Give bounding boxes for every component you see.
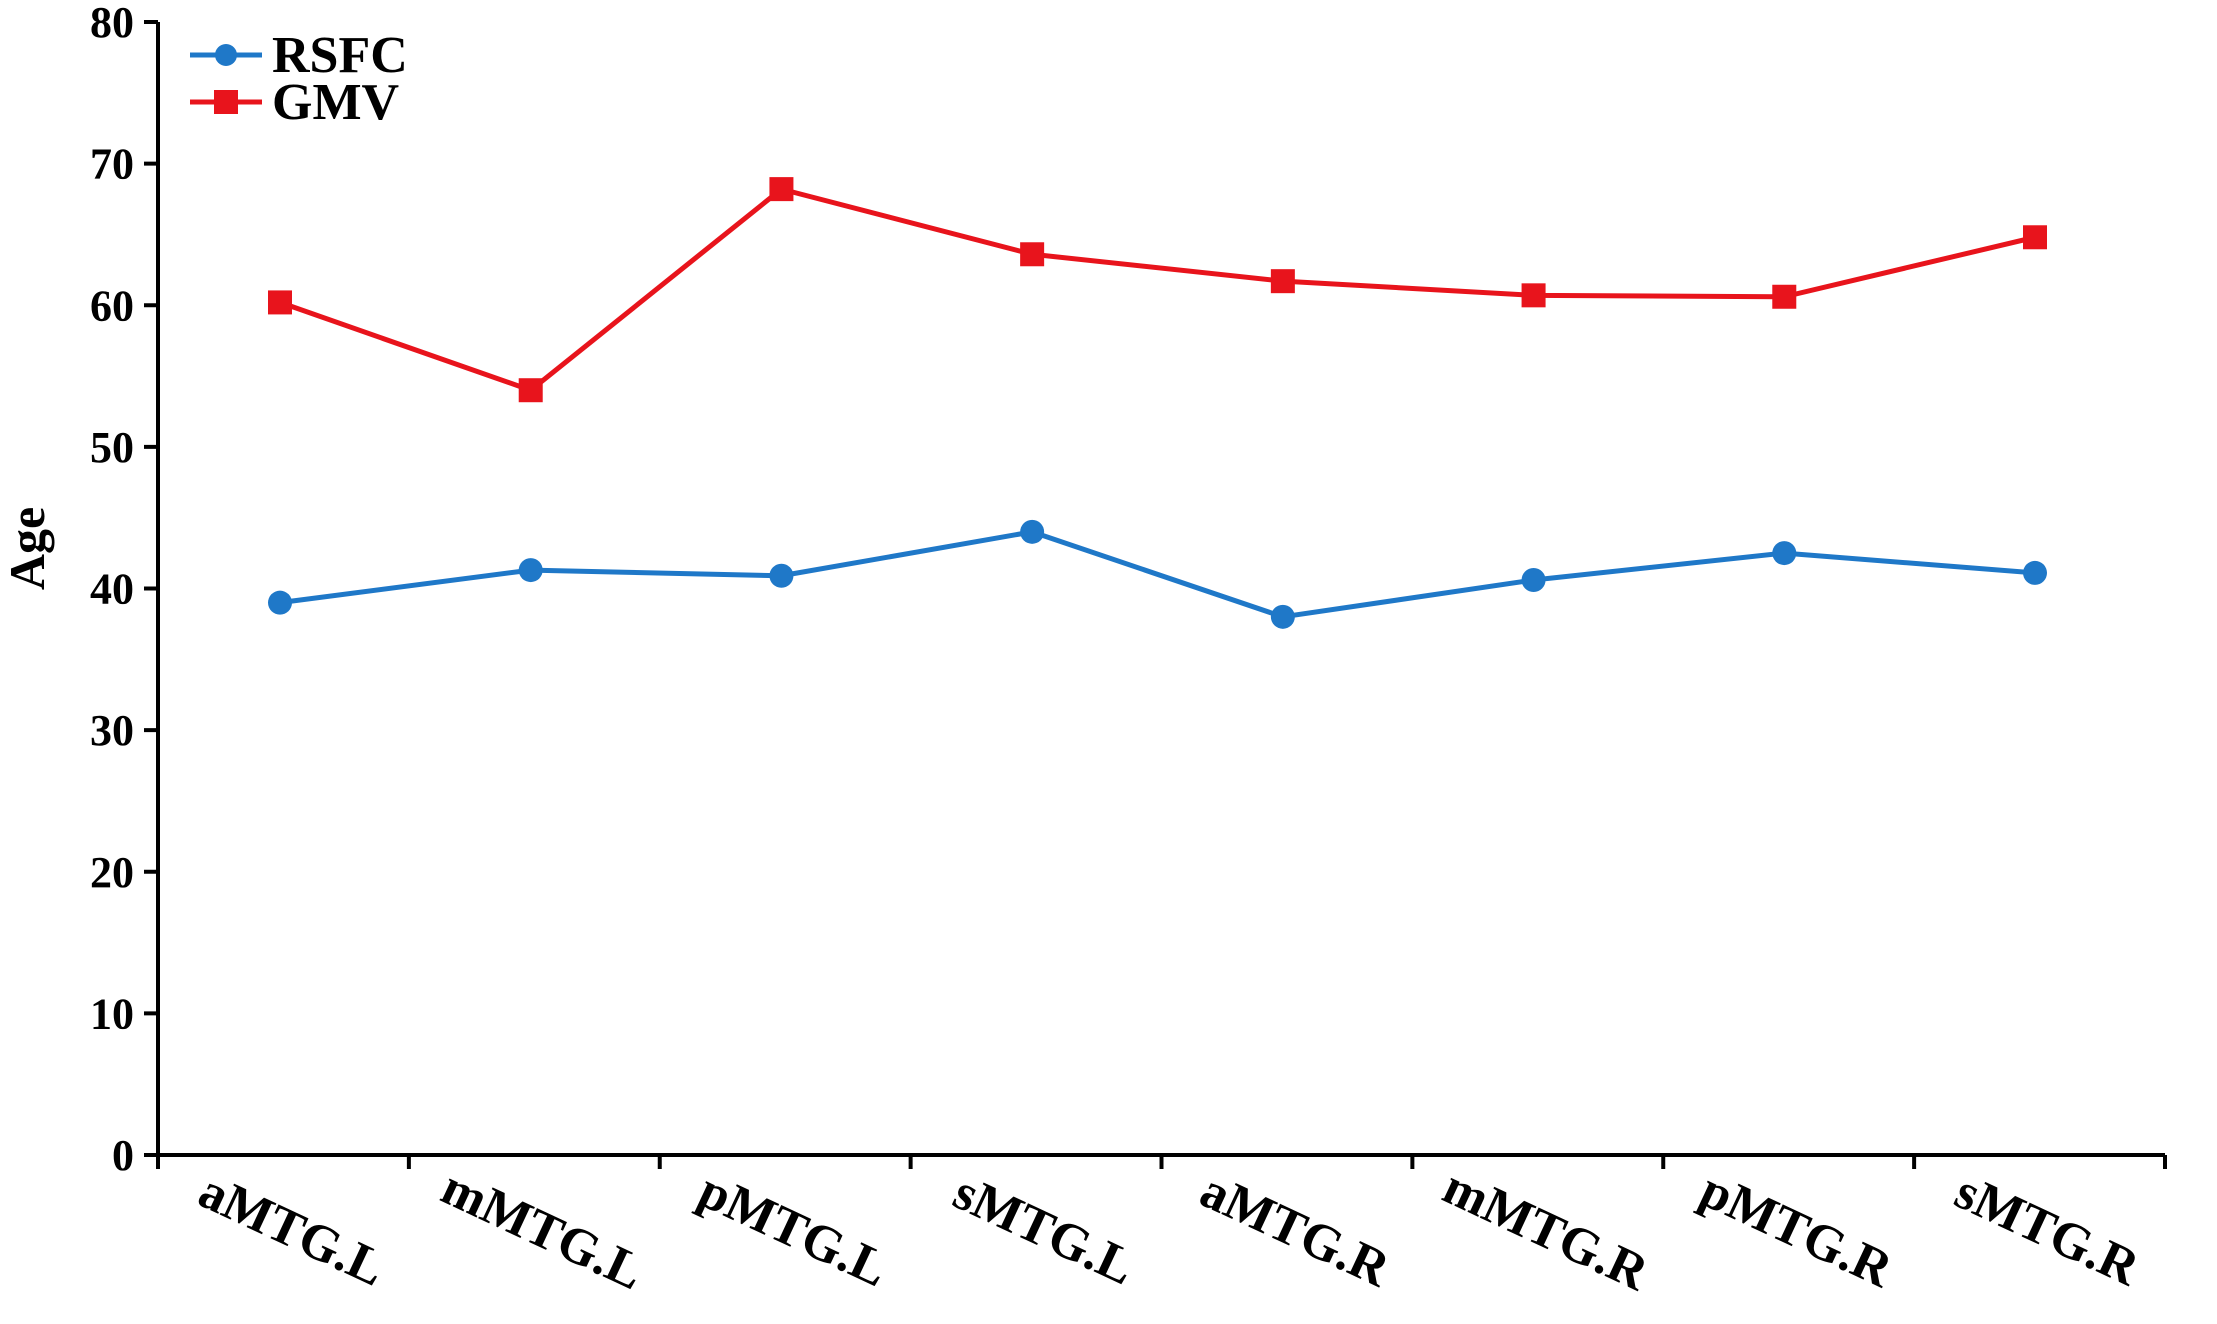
y-tick-label: 70 bbox=[90, 140, 134, 189]
data-point bbox=[769, 177, 794, 202]
y-tick-label: 10 bbox=[90, 989, 134, 1038]
x-tick-label: sMTG.L bbox=[945, 1164, 1143, 1297]
series-line bbox=[279, 186, 2036, 393]
series-layer bbox=[268, 177, 2047, 629]
y-tick-label: 60 bbox=[90, 281, 134, 330]
data-point bbox=[2023, 225, 2047, 250]
y-tick-label: 50 bbox=[90, 423, 134, 472]
data-point bbox=[1772, 284, 1797, 309]
data-point bbox=[1020, 519, 1045, 544]
y-tick-label: 80 bbox=[90, 0, 134, 47]
x-tick-label: aMTG.R bbox=[1192, 1162, 1399, 1299]
series-rsfc bbox=[268, 519, 2047, 629]
legend-swatch-marker bbox=[215, 44, 237, 66]
x-tick-label: sMTG.R bbox=[1947, 1163, 2149, 1298]
series-line bbox=[279, 529, 2036, 620]
legend-label: RSFC bbox=[272, 27, 408, 84]
y-axis-ticks: 0 10 20 30 40 50 60 70 80 bbox=[90, 0, 158, 1180]
data-point bbox=[1521, 283, 1546, 308]
y-tick-label: 0 bbox=[112, 1131, 134, 1180]
x-tick-label: mMTG.R bbox=[1435, 1158, 1658, 1302]
x-tick-label: mMTG.L bbox=[433, 1159, 652, 1302]
y-tick-label: 30 bbox=[90, 706, 134, 755]
y-tick-label: 40 bbox=[90, 565, 134, 614]
x-tick-label: aMTG.L bbox=[190, 1162, 393, 1297]
data-point bbox=[268, 590, 292, 615]
data-point bbox=[2023, 560, 2047, 585]
legend-item: GMV bbox=[190, 74, 399, 131]
data-point bbox=[1020, 242, 1045, 267]
x-axis-ticks: aMTG.L mMTG.L pMTG.L sMTG.L aMTG.R mMTG.R pMTG… bbox=[156, 1155, 2167, 1303]
y-axis-title: Age bbox=[0, 507, 55, 590]
series-gmv bbox=[268, 177, 2047, 403]
legend-label: GMV bbox=[272, 74, 399, 131]
data-point bbox=[1521, 568, 1546, 593]
legend-item: RSFC bbox=[190, 27, 408, 84]
data-point bbox=[518, 558, 543, 583]
data-point bbox=[1270, 269, 1295, 294]
legend-swatch-marker bbox=[214, 90, 238, 114]
data-point bbox=[1270, 604, 1295, 629]
axes bbox=[156, 22, 2165, 1157]
x-tick-label: pMTG.L bbox=[690, 1162, 896, 1299]
data-point bbox=[268, 290, 292, 315]
y-tick-label: 20 bbox=[90, 848, 134, 897]
data-point bbox=[769, 563, 794, 588]
data-point bbox=[518, 378, 543, 403]
x-tick-label: pMTG.R bbox=[1692, 1161, 1902, 1299]
data-point bbox=[1772, 541, 1797, 566]
